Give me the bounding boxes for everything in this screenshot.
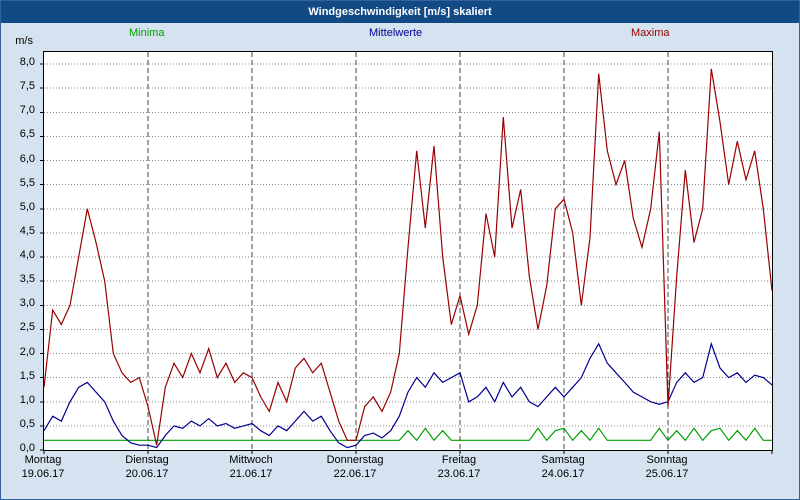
mittelwerte-line [43,341,773,449]
day-name: Sonntag [646,454,688,466]
day-name: Montag [24,454,62,466]
day-date: 21.06.17 [229,468,273,480]
legend-maxima: Maxima [631,27,670,39]
day-name: Dienstag [125,454,169,466]
y-tick-label: 0,5 [19,417,35,430]
x-axis-day-label: Dienstag 20.06.17 [125,453,168,481]
y-tick-label: 6,5 [19,128,35,141]
day-date: 25.06.17 [645,468,689,480]
y-tick-label: 1,5 [19,369,35,382]
day-date: 24.06.17 [541,468,585,480]
y-tick-label: 7,5 [19,80,35,93]
minima-line [44,427,772,442]
wind-speed-chart [40,52,773,454]
y-tick-label: 1,0 [19,393,35,406]
x-axis-day-label: Donnerstag 22.06.17 [327,453,384,481]
y-tick-label: 5,0 [19,200,35,213]
legend-minima: Minima [129,27,165,39]
day-date: 20.06.17 [125,468,169,480]
x-axis: Montag 19.06.17 Dienstag 20.06.17 Mittwoch 21… [1,453,799,487]
plot-area [40,51,773,454]
y-tick-label: 7,0 [19,104,35,117]
y-tick-label: 3,5 [19,273,35,286]
day-date: 19.06.17 [21,468,65,480]
day-date: 23.06.17 [437,468,481,480]
y-tick-label: 6,0 [19,152,35,165]
day-date: 22.06.17 [333,468,377,480]
maxima-line [43,68,773,446]
title-bar: Windgeschwindigkeit [m/s] skaliert [1,1,799,23]
y-tick-label: 0,0 [19,442,35,454]
day-name: Donnerstag [326,454,384,466]
y-tick-label: 5,5 [19,176,35,189]
x-axis-day-label: Sonntag 25.06.17 [646,453,689,481]
window-title: Windgeschwindigkeit [m/s] skaliert [308,6,492,18]
y-tick-label: 4,5 [19,224,35,237]
day-name: Samstag [541,454,585,466]
day-name: Mittwoch [229,454,273,466]
y-tick-label: 8,0 [19,56,35,68]
day-name: Freitag [441,454,477,466]
x-axis-day-label: Montag 19.06.17 [22,453,65,481]
y-axis-unit-label: m/s [15,35,33,47]
x-axis-day-label: Mittwoch 21.06.17 [229,453,272,481]
y-axis: m/s 8,0 7,5 7,0 6,5 6,0 5,5 5,0 4,5 4,0 3,5 3,0 2,5… [1,1,38,499]
y-tick-label: 2,0 [19,345,35,358]
x-axis-day-label: Freitag 23.06.17 [438,453,481,481]
y-tick-label: 4,0 [19,249,35,261]
legend-mittelwerte: Mittelwerte [369,27,423,39]
y-tick-label: 3,0 [19,297,35,310]
x-axis-day-label: Samstag 24.06.17 [541,453,584,481]
y-tick-label: 2,5 [19,321,35,334]
chart-legend: Minima Mittelwerte Maxima [1,27,799,42]
